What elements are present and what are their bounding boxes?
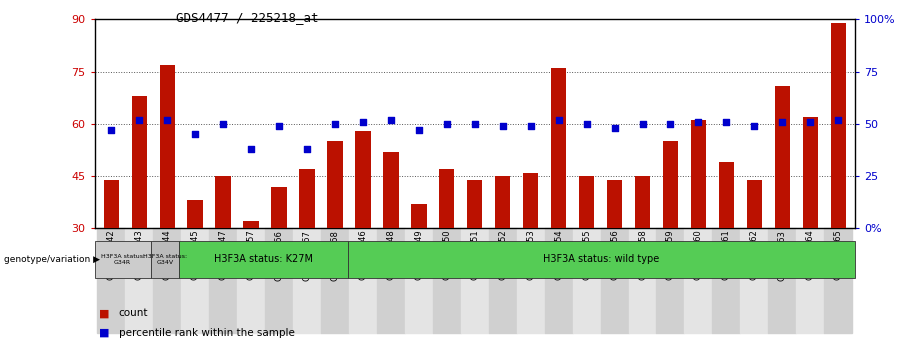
Bar: [747, 179, 762, 228]
Bar: [243, 221, 259, 228]
Bar: [159, 65, 175, 228]
Bar: [209, 228, 237, 333]
Text: ■: ■: [99, 308, 110, 318]
Point: [160, 117, 175, 122]
Bar: [153, 228, 181, 333]
Point: [104, 127, 119, 133]
Bar: [237, 228, 266, 333]
Bar: [383, 152, 399, 228]
Text: H3F3A status:
G34R: H3F3A status: G34R: [101, 254, 145, 265]
Bar: [572, 228, 600, 333]
Bar: [713, 228, 741, 333]
Point: [411, 127, 426, 133]
Text: genotype/variation ▶: genotype/variation ▶: [4, 255, 101, 264]
Point: [496, 123, 510, 129]
Bar: [489, 228, 517, 333]
Bar: [356, 131, 371, 228]
Bar: [300, 169, 315, 228]
Bar: [551, 68, 566, 228]
Text: percentile rank within the sample: percentile rank within the sample: [119, 328, 294, 338]
Point: [244, 146, 258, 152]
Bar: [97, 228, 125, 333]
Bar: [125, 228, 153, 333]
Bar: [719, 162, 734, 228]
Bar: [467, 179, 482, 228]
Bar: [411, 204, 427, 228]
Bar: [684, 228, 713, 333]
Bar: [523, 173, 538, 228]
Text: ■: ■: [99, 328, 110, 338]
Point: [356, 119, 370, 125]
Bar: [271, 187, 287, 228]
Point: [439, 121, 454, 127]
Point: [663, 121, 678, 127]
Bar: [405, 228, 433, 333]
Bar: [579, 176, 594, 228]
Bar: [769, 228, 796, 333]
Point: [608, 125, 622, 131]
Point: [216, 121, 230, 127]
Bar: [131, 96, 147, 228]
Bar: [803, 117, 818, 228]
Point: [300, 146, 314, 152]
Point: [188, 132, 202, 137]
Point: [328, 121, 342, 127]
Bar: [831, 23, 846, 228]
Point: [803, 119, 817, 125]
Bar: [181, 228, 209, 333]
Bar: [377, 228, 405, 333]
Bar: [662, 141, 679, 228]
Bar: [517, 228, 544, 333]
Point: [747, 123, 761, 129]
Bar: [461, 228, 489, 333]
Bar: [349, 228, 377, 333]
Bar: [544, 228, 572, 333]
Text: count: count: [119, 308, 148, 318]
Point: [831, 117, 845, 122]
Point: [272, 123, 286, 129]
Point: [691, 119, 706, 125]
Bar: [607, 179, 622, 228]
Bar: [321, 228, 349, 333]
Bar: [775, 86, 790, 228]
Bar: [600, 228, 628, 333]
Bar: [741, 228, 769, 333]
Point: [524, 123, 538, 129]
Bar: [215, 176, 230, 228]
Point: [635, 121, 650, 127]
Text: H3F3A status:
G34V: H3F3A status: G34V: [143, 254, 187, 265]
Bar: [628, 228, 656, 333]
Point: [719, 119, 733, 125]
Point: [775, 119, 789, 125]
Text: H3F3A status: wild type: H3F3A status: wild type: [544, 254, 660, 264]
Point: [552, 117, 566, 122]
Bar: [328, 141, 343, 228]
Bar: [293, 228, 321, 333]
Point: [580, 121, 594, 127]
Point: [383, 117, 398, 122]
Bar: [796, 228, 824, 333]
Bar: [824, 228, 852, 333]
Point: [467, 121, 482, 127]
Bar: [266, 228, 293, 333]
Bar: [690, 120, 707, 228]
Bar: [104, 179, 119, 228]
Bar: [656, 228, 684, 333]
Text: H3F3A status: K27M: H3F3A status: K27M: [214, 254, 313, 264]
Text: GDS4477 / 225218_at: GDS4477 / 225218_at: [176, 11, 318, 24]
Point: [132, 117, 147, 122]
Bar: [495, 176, 510, 228]
Bar: [634, 176, 650, 228]
Bar: [433, 228, 461, 333]
Bar: [187, 200, 202, 228]
Bar: [439, 169, 454, 228]
